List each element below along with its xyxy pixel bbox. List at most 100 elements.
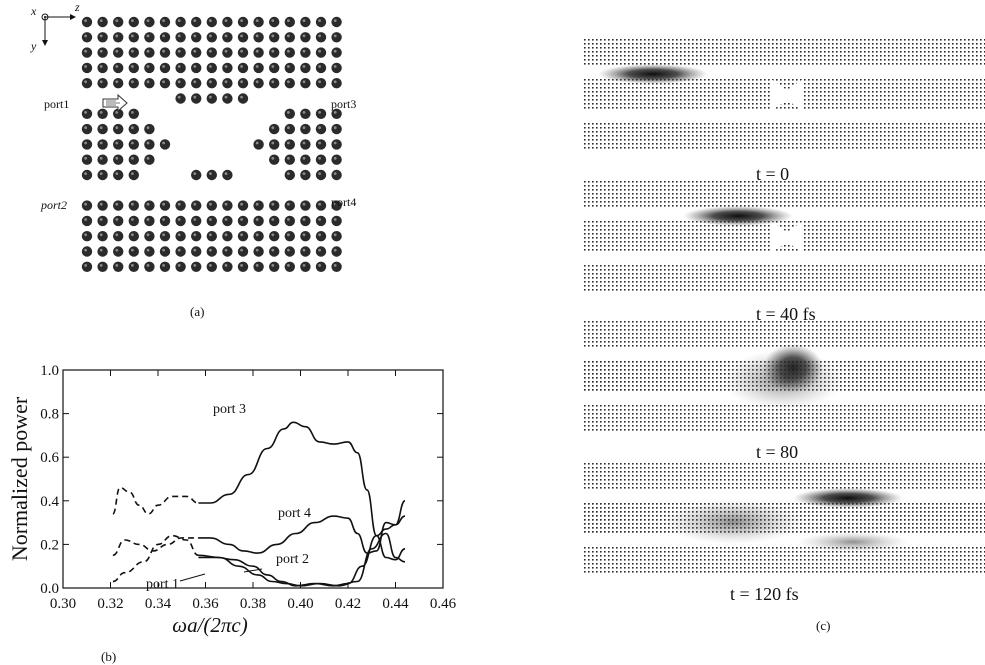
- rod-highlight: [146, 248, 150, 252]
- rod-highlight: [333, 141, 337, 145]
- rod-highlight: [287, 49, 290, 53]
- rod-highlight: [177, 65, 181, 68]
- rod-highlight: [240, 80, 244, 84]
- rod-highlight: [162, 202, 166, 206]
- field-pulse-0: [598, 64, 708, 84]
- rod-highlight: [84, 172, 87, 176]
- rod: [300, 200, 311, 211]
- pointer-port1: [179, 573, 206, 582]
- rod: [128, 47, 139, 58]
- rod-highlight: [318, 126, 321, 130]
- rod: [222, 93, 233, 104]
- rod-highlight: [302, 233, 306, 237]
- rod: [331, 139, 342, 150]
- rod-highlight: [271, 264, 275, 267]
- rod-highlight: [255, 80, 259, 84]
- rod: [269, 123, 280, 135]
- rod-highlight: [287, 218, 290, 221]
- rod: [175, 215, 186, 227]
- rod: [144, 154, 155, 165]
- rod: [191, 93, 202, 104]
- rod-highlight: [84, 111, 87, 114]
- rod: [97, 246, 108, 257]
- rod: [113, 169, 124, 181]
- rod-highlight: [193, 233, 197, 237]
- rod-highlight: [318, 156, 321, 160]
- rod: [315, 108, 327, 120]
- rod-highlight: [302, 141, 306, 145]
- panel-b-chart: 0.30 0.32 0.34 0.36 0.38 0.40 0.42 0.44 0.46 0.0 0…: [7, 363, 457, 664]
- rod: [97, 32, 108, 43]
- rod: [159, 200, 171, 211]
- rod-highlight: [162, 34, 166, 38]
- rod: [113, 47, 124, 58]
- rod-highlight: [333, 80, 337, 84]
- rod: [81, 169, 93, 181]
- rod-highlight: [146, 126, 150, 130]
- rod-highlight: [131, 126, 134, 130]
- rod: [206, 93, 217, 104]
- rod: [113, 246, 124, 257]
- rod-highlight: [318, 65, 321, 68]
- rod: [81, 16, 93, 28]
- rod-highlight: [99, 65, 103, 68]
- rod-highlight: [177, 49, 181, 53]
- y-tick-label: 0.8: [40, 407, 59, 423]
- rod-highlight: [131, 111, 134, 114]
- rod: [300, 47, 311, 58]
- rod: [144, 215, 155, 227]
- rod-highlight: [99, 156, 103, 160]
- rod: [284, 215, 295, 227]
- rod-highlight: [287, 65, 290, 68]
- rod: [97, 108, 108, 120]
- x-tick-label: 0.36: [192, 596, 219, 612]
- label-port1: port 1: [146, 577, 179, 592]
- rod-highlight: [146, 264, 150, 267]
- rod: [113, 231, 124, 242]
- x-tick-label: 0.44: [382, 596, 409, 612]
- rod: [128, 246, 139, 257]
- rod-highlight: [146, 19, 150, 22]
- rod: [331, 123, 342, 135]
- rod: [331, 154, 342, 165]
- rod-highlight: [131, 156, 134, 160]
- rod: [81, 32, 93, 43]
- rod-highlight: [318, 34, 321, 38]
- rod-highlight: [193, 19, 197, 22]
- rod: [191, 16, 202, 28]
- rod: [113, 139, 124, 150]
- rod-highlight: [240, 49, 244, 53]
- rod: [315, 169, 327, 181]
- rod-highlight: [99, 233, 103, 237]
- rod-highlight: [99, 264, 103, 267]
- rod-highlight: [271, 218, 275, 221]
- rod-highlight: [99, 111, 103, 114]
- rod-highlight: [115, 233, 119, 237]
- rod: [315, 16, 327, 28]
- rod-highlight: [333, 111, 337, 114]
- rod-highlight: [271, 65, 275, 68]
- rod: [222, 231, 233, 242]
- rod-highlight: [209, 19, 212, 22]
- rod: [331, 200, 342, 211]
- rod: [191, 78, 202, 89]
- rod: [222, 32, 233, 43]
- rod-highlight: [224, 218, 228, 221]
- rod-highlight: [131, 233, 134, 237]
- rod: [300, 215, 311, 227]
- rod: [331, 32, 342, 43]
- rod: [81, 215, 93, 227]
- rod: [206, 169, 217, 181]
- caption-b: (b): [101, 649, 116, 664]
- rod-highlight: [115, 34, 119, 38]
- rod-highlight: [99, 248, 103, 252]
- frame-label-t40: t = 40 fs: [756, 304, 816, 324]
- rod: [97, 78, 108, 89]
- rod-highlight: [333, 19, 337, 22]
- rod: [315, 139, 327, 150]
- rod-highlight: [224, 80, 228, 84]
- rod: [144, 139, 155, 150]
- rod-highlight: [271, 80, 275, 84]
- rod-highlight: [99, 218, 103, 221]
- rod: [300, 154, 311, 165]
